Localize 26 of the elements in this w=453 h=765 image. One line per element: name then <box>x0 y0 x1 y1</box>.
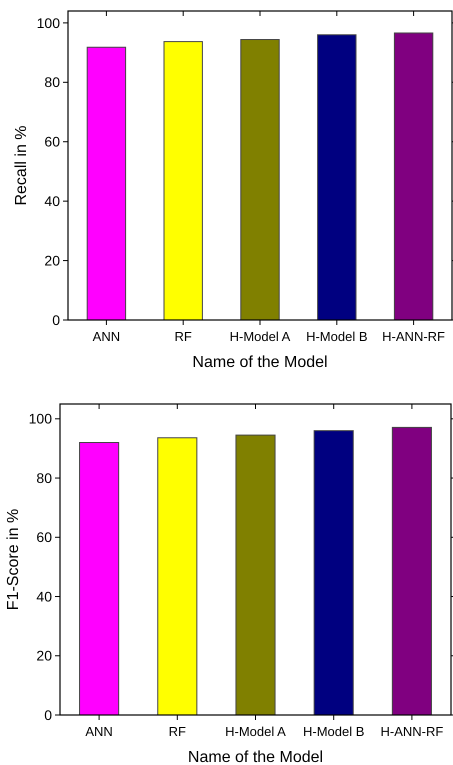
x-tick-label: RF <box>168 724 186 739</box>
y-tick-label: 60 <box>44 134 60 150</box>
x-tick-label: H-Model B <box>306 329 368 344</box>
y-tick-label: 60 <box>36 529 52 546</box>
x-tick-label: H-Model B <box>302 724 364 739</box>
y-tick-label: 40 <box>44 193 60 210</box>
x-tick-label: H-Model A <box>225 724 286 739</box>
x-tick-label: ANN <box>85 724 113 739</box>
y-tick-label: 20 <box>44 252 60 268</box>
y-tick-label: 20 <box>36 648 52 664</box>
x-tick-label: H-ANN-RF <box>380 724 444 739</box>
x-tick-label: H-Model A <box>230 329 291 344</box>
y-axis-title: Recall in % <box>13 125 30 206</box>
x-tick-label: H-ANN-RF <box>382 329 446 344</box>
y-tick-label: 0 <box>44 706 52 723</box>
y-tick-label: 80 <box>44 74 60 90</box>
y-axis-title: F1-Score in % <box>5 508 22 610</box>
y-tick-label: 100 <box>28 410 52 427</box>
y-tick-label: 0 <box>52 312 60 328</box>
y-tick-label: 40 <box>36 588 52 604</box>
x-tick-label: RF <box>174 329 192 344</box>
y-tick-label: 100 <box>36 14 60 31</box>
x-tick-label: ANN <box>92 329 120 344</box>
x-axis-title: Name of the Model <box>188 749 324 765</box>
x-axis-title: Name of the Model <box>192 354 328 371</box>
y-tick-label: 80 <box>36 470 52 486</box>
